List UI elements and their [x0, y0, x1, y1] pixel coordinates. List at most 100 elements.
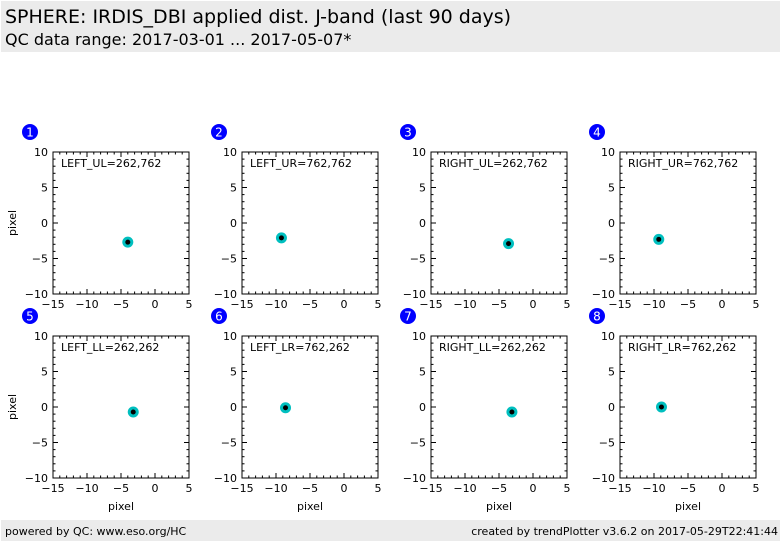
panel-label: RIGHT_LR=762,262 — [628, 341, 736, 354]
badge-circle — [400, 308, 416, 324]
x-tick-label: −10 — [264, 482, 287, 495]
y-tick-label: −5 — [599, 437, 615, 450]
plot-frame — [430, 151, 568, 295]
data-point — [125, 239, 131, 245]
panel-label: LEFT_LR=762,262 — [250, 341, 350, 354]
badge-number: 1 — [26, 126, 34, 140]
x-tick-label: 5 — [375, 482, 382, 495]
panel-7: 7−15 −10 −5 0 51050−5−10RIGHT_LL=262,262pixe… — [400, 308, 571, 513]
badge-number: 8 — [593, 310, 601, 324]
badge-number: 2 — [215, 126, 223, 140]
x-tick-label: 5 — [564, 482, 571, 495]
y-tick-label: −10 — [214, 288, 237, 301]
y-tick-label: 5 — [41, 182, 48, 195]
y-tick-label: 0 — [230, 401, 237, 414]
x-tick-label: −5 — [680, 482, 696, 495]
x-tick-label: 0 — [719, 482, 726, 495]
x-tick-label: 5 — [753, 482, 760, 495]
plot-frame — [619, 335, 757, 479]
y-tick-label: 0 — [41, 217, 48, 230]
x-tick-label: −10 — [642, 298, 665, 311]
data-point — [278, 235, 284, 241]
panel-label: LEFT_UR=762,762 — [250, 157, 352, 170]
y-tick-label: 5 — [230, 182, 237, 195]
data-point — [506, 241, 512, 247]
y-tick-label: −5 — [32, 253, 48, 266]
plot-frame — [52, 335, 190, 479]
y-tick-label: −5 — [221, 253, 237, 266]
data-point — [658, 404, 664, 410]
x-tick-label: 0 — [719, 298, 726, 311]
y-tick-label: 5 — [419, 182, 426, 195]
x-tick-label: −10 — [453, 298, 476, 311]
y-tick-label: 10 — [34, 146, 48, 159]
x-axis-label: pixel — [675, 500, 701, 513]
y-tick-label: 5 — [419, 366, 426, 379]
x-tick-label: 5 — [186, 298, 193, 311]
x-tick-label: 5 — [753, 298, 760, 311]
badge-circle — [400, 124, 416, 140]
data-point — [509, 409, 515, 415]
y-tick-label: −5 — [32, 437, 48, 450]
x-tick-label: 5 — [564, 298, 571, 311]
x-tick-label: −5 — [113, 482, 129, 495]
x-tick-label: −15 — [230, 298, 253, 311]
x-tick-label: −10 — [75, 298, 98, 311]
badge-number: 5 — [26, 310, 34, 324]
badge-circle — [589, 308, 605, 324]
y-axis-label: pixel — [6, 210, 19, 236]
y-tick-label: −10 — [25, 472, 48, 485]
badge-number: 3 — [404, 126, 412, 140]
y-tick-label: 0 — [41, 401, 48, 414]
panel-8: 8−15 −10 −5 0 51050−5−10RIGHT_LR=762,262pixe… — [589, 308, 760, 513]
y-tick-label: 0 — [419, 217, 426, 230]
plot-frame — [52, 151, 190, 295]
x-tick-label: −10 — [642, 482, 665, 495]
page-subtitle: QC data range: 2017-03-01 ... 2017-05-07… — [5, 30, 352, 49]
x-tick-label: −5 — [491, 482, 507, 495]
page-title: SPHERE: IRDIS_DBI applied dist. J-band (… — [5, 6, 512, 28]
panel-5: 5−15 −10 −5 0 51050−5−10LEFT_LL=262,262pixel… — [6, 308, 193, 513]
badge-number: 7 — [404, 310, 412, 324]
data-point — [656, 236, 662, 242]
x-tick-label: −10 — [453, 482, 476, 495]
panel-label: LEFT_UL=262,762 — [61, 157, 161, 170]
x-tick-label: −15 — [608, 298, 631, 311]
y-tick-label: 5 — [608, 366, 615, 379]
x-axis-label: pixel — [108, 500, 134, 513]
x-tick-label: −5 — [302, 482, 318, 495]
y-tick-label: −10 — [403, 472, 426, 485]
x-tick-label: 0 — [341, 482, 348, 495]
plot-frame — [430, 335, 568, 479]
x-tick-label: −5 — [302, 298, 318, 311]
y-tick-label: 10 — [601, 330, 615, 343]
y-tick-label: −10 — [25, 288, 48, 301]
y-tick-label: 10 — [412, 330, 426, 343]
badge-circle — [22, 124, 38, 140]
badge-circle — [22, 308, 38, 324]
x-axis-label: pixel — [486, 500, 512, 513]
y-tick-label: 10 — [223, 146, 237, 159]
x-tick-label: 0 — [152, 482, 159, 495]
data-point — [130, 409, 136, 415]
x-tick-label: −5 — [680, 298, 696, 311]
plot-frame — [619, 151, 757, 295]
y-tick-label: −10 — [592, 288, 615, 301]
y-tick-label: 10 — [601, 146, 615, 159]
x-tick-label: 5 — [375, 298, 382, 311]
x-tick-label: 0 — [530, 482, 537, 495]
badge-circle — [211, 308, 227, 324]
x-tick-label: −15 — [419, 298, 442, 311]
x-tick-label: 5 — [186, 482, 193, 495]
x-tick-label: 0 — [152, 298, 159, 311]
y-tick-label: −10 — [214, 472, 237, 485]
x-tick-label: −15 — [608, 482, 631, 495]
badge-circle — [589, 124, 605, 140]
x-tick-label: −15 — [230, 482, 253, 495]
y-tick-label: −5 — [599, 253, 615, 266]
y-tick-label: 5 — [230, 366, 237, 379]
